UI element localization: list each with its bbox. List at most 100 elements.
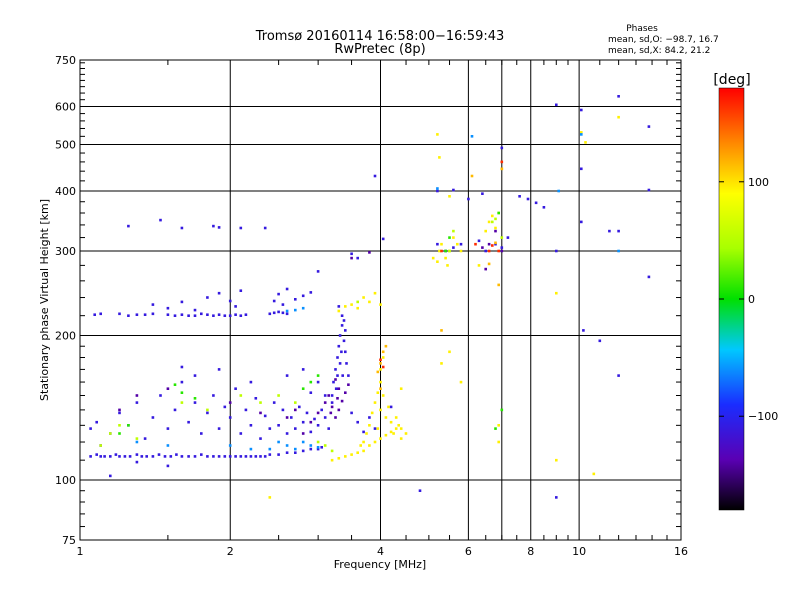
- echo-point: [356, 256, 359, 260]
- echo-point: [166, 444, 170, 447]
- echo-point: [309, 291, 313, 294]
- colorbar-ticks: 100 0 −100: [719, 176, 778, 423]
- echo-point: [244, 313, 248, 316]
- echo-point: [114, 453, 118, 456]
- echo-point: [336, 356, 339, 359]
- echo-point: [580, 133, 583, 136]
- echo-point: [470, 135, 474, 138]
- echo-point: [249, 455, 253, 458]
- echo-point: [580, 108, 583, 112]
- echo-point: [334, 387, 338, 390]
- echo-point: [159, 218, 162, 222]
- echo-point: [285, 287, 289, 291]
- echo-point: [494, 226, 497, 230]
- echo-point: [384, 433, 388, 437]
- echo-point: [193, 401, 197, 404]
- echo-point: [254, 455, 258, 458]
- echo-point: [323, 401, 327, 404]
- echo-point: [212, 314, 215, 317]
- echo-point: [534, 201, 538, 205]
- echo-point: [206, 296, 209, 299]
- echo-point: [309, 391, 313, 394]
- echo-point: [239, 289, 243, 292]
- echo-point: [135, 401, 139, 404]
- echo-point: [316, 447, 320, 451]
- echo-point: [305, 411, 309, 415]
- echo-point: [436, 260, 439, 263]
- echo-point: [244, 455, 248, 458]
- echo-point: [228, 444, 232, 447]
- echo-point: [294, 447, 297, 451]
- echo-point: [337, 344, 341, 348]
- echo-point: [344, 350, 347, 354]
- echo-point: [268, 447, 272, 451]
- echo-point: [440, 329, 443, 332]
- chart-subtitle: RwPretec (8p): [334, 42, 425, 57]
- echo-point: [487, 242, 491, 246]
- echo-point: [362, 296, 365, 299]
- echo-point: [459, 242, 463, 246]
- minor-ticks: [80, 60, 681, 540]
- echo-point: [368, 424, 371, 427]
- echo-point: [193, 455, 197, 458]
- echo-point: [309, 380, 313, 384]
- echo-point: [239, 226, 243, 230]
- echo-point: [173, 314, 177, 317]
- echo-point: [316, 270, 320, 273]
- echo-point: [337, 309, 341, 313]
- echo-point: [228, 455, 232, 458]
- echo-point: [135, 437, 139, 440]
- echo-point: [444, 256, 447, 260]
- echo-point: [180, 380, 184, 384]
- echo-point: [166, 306, 170, 310]
- echo-point: [379, 387, 382, 390]
- echo-point: [392, 432, 395, 435]
- echo-point: [166, 427, 170, 430]
- y-tick-label: 400: [55, 185, 76, 198]
- echo-point: [365, 432, 368, 435]
- echo-point: [448, 195, 451, 198]
- echo-point: [268, 496, 272, 499]
- echo-point: [206, 411, 209, 415]
- echo-point: [239, 432, 243, 435]
- echo-point: [497, 211, 500, 215]
- echo-point: [316, 380, 320, 384]
- echo-point: [212, 455, 215, 458]
- echo-point: [249, 447, 253, 451]
- echo-point: [166, 313, 170, 316]
- echo-point: [647, 125, 651, 128]
- echo-point: [180, 365, 184, 369]
- echo-point: [598, 339, 602, 343]
- echo-point: [151, 416, 155, 419]
- echo-point: [542, 206, 546, 209]
- echo-point: [173, 383, 177, 386]
- echo-point: [175, 453, 178, 456]
- echo-point: [356, 420, 359, 424]
- echo-point: [356, 451, 359, 454]
- y-tick-label: 75: [62, 534, 76, 547]
- echo-point: [169, 455, 173, 458]
- echo-point: [617, 374, 620, 377]
- echo-point: [368, 444, 371, 447]
- echo-point: [217, 226, 221, 229]
- stats-line-o: mean, sd,O: −98.7, 16.7: [608, 35, 719, 45]
- echo-point: [336, 374, 339, 377]
- colorbar-label: [deg]: [713, 72, 750, 88]
- echo-point: [180, 401, 184, 404]
- echo-point: [389, 430, 393, 434]
- echo-point: [608, 229, 611, 233]
- echo-point: [285, 451, 289, 454]
- echo-point: [379, 358, 382, 362]
- echo-point: [580, 131, 583, 134]
- echo-point: [418, 489, 422, 492]
- echo-point: [368, 300, 371, 304]
- echo-point: [497, 283, 500, 287]
- echo-point: [452, 229, 455, 233]
- echo-point: [159, 394, 162, 397]
- colorbar-tick-label: 0: [748, 293, 755, 306]
- echo-point: [399, 387, 403, 390]
- echo-point: [347, 383, 350, 386]
- echo-point: [143, 437, 147, 440]
- echo-point: [277, 453, 280, 456]
